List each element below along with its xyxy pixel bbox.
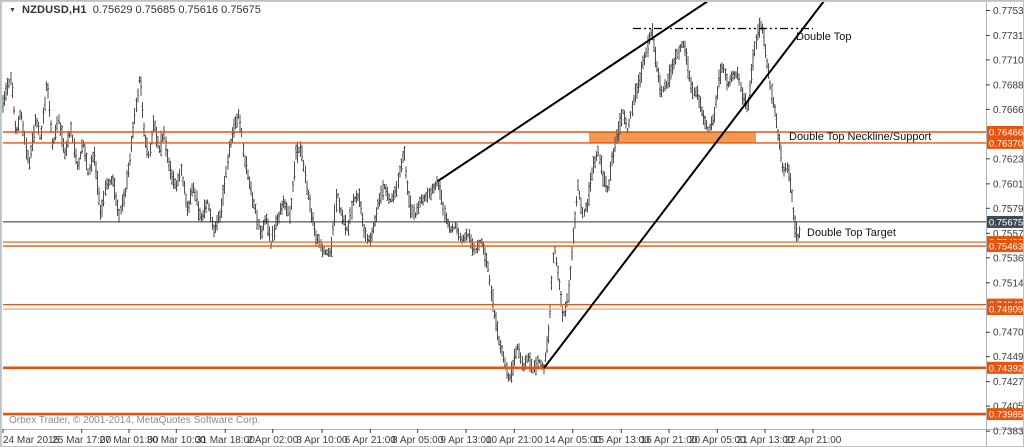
price-badge-0.75463 [987,240,1023,253]
price-badge-0.76466 [987,126,1023,138]
x-tick-label: 10 Apr 21:00 [486,435,543,446]
x-tick-label: 31 Mar 18:00 [196,435,255,446]
x-tick-label: 25 Mar 17:00 [52,435,111,446]
x-tick-label: 6 Apr 21:00 [345,435,397,446]
y-tick-label: 0.76665 [993,105,1024,116]
x-tick-label: 8 Apr 05:00 [392,435,444,446]
candlestick-bars [2,17,801,383]
x-tick-label: 3 Apr 10:00 [296,435,348,446]
price-badge-label: 0.73985 [989,410,1023,421]
price-badge-0.74392 [987,361,1023,374]
x-tick-label: 2 Apr 02:00 [247,435,299,446]
x-tick-label: 16 Apr 21:00 [641,435,698,446]
y-tick-label: 0.75575 [993,229,1024,240]
x-tick-label: 22 Apr 21:00 [785,435,842,446]
y-tick-label: 0.75795 [993,204,1024,215]
price-badge-0.74909 [987,303,1023,316]
x-tick-label: 30 Mar 10:00 [147,435,206,446]
ohlc-quote: 0.75629 0.75685 0.75616 0.75675 [92,4,261,16]
x-tick-label: 27 Mar 01:00 [100,435,159,446]
x-tick-label: 9 Apr 13:00 [440,435,492,446]
price-badge-label: 0.74392 [989,363,1023,374]
x-tick-label: 20 Apr 05:00 [689,435,746,446]
x-tick-label: 15 Apr 13:00 [593,435,650,446]
y-tick-label: 0.74705 [993,328,1024,339]
chart-title-bar: ▼ NZDUSD,H1 0.75629 0.75685 0.75616 0.75… [9,4,261,16]
price-badge-label: 0.76370 [989,138,1023,149]
price-badge-label: 0.74909 [989,305,1023,316]
y-tick-label: 0.74055 [993,402,1024,413]
price-badge-label: 0.75675 [989,217,1023,228]
target-annotation[interactable]: Double Top Target [807,227,896,239]
neckline-zone-rectangle[interactable] [589,132,756,143]
y-tick-label: 0.73835 [993,427,1024,438]
triangle-down-icon: ▼ [9,6,16,14]
x-tick-label: 14 Apr 05:00 [544,435,601,446]
price-badge-label: 0.75463 [989,242,1023,253]
price-badge-0.76370 [987,136,1023,149]
price-badge-0.73985 [987,408,1023,421]
double-top-annotation[interactable]: Double Top [796,31,852,43]
y-tick-label: 0.77535 [993,6,1024,17]
copyright-text: Orbex Trader, © 2001-2014, MetaQuotes So… [9,415,261,426]
x-tick-label: 24 Mar 2015 [3,435,60,446]
neckline-annotation[interactable]: Double Top Neckline/Support [789,131,932,143]
symbol-timeframe: NZDUSD,H1 [21,4,87,16]
x-tick-label: 21 Apr 13:00 [737,435,794,446]
price-badge-0.75675 [987,215,1023,228]
y-tick-label: 0.77315 [993,31,1024,42]
price-badge-label: 0.76466 [989,128,1023,139]
price-badges: 0.754980.749480.764660.763700.756750.754… [987,126,1023,421]
trend-line-2[interactable] [543,1,825,369]
trend-line-1[interactable] [437,1,709,182]
